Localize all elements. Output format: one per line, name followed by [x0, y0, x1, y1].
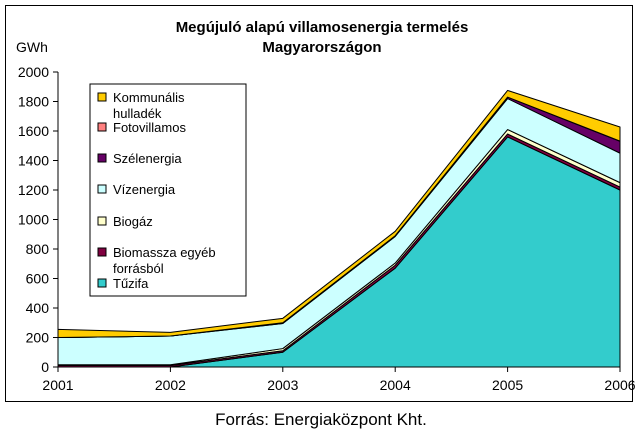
legend-label-biogaz: Biogáz: [113, 214, 153, 229]
chart-title-line2: Magyarországon: [262, 39, 381, 56]
legend-label-tuzifa: Tűzifa: [113, 276, 149, 291]
legend-label-biomassza-egyeb-forrasbol: forrásból: [113, 261, 164, 276]
area-layers: [57, 89, 621, 368]
legend-swatch-biogaz: [97, 216, 107, 226]
source-caption: Forrás: Energiaközpont Kht.: [215, 410, 427, 429]
y-tick-label: 400: [26, 300, 50, 316]
chart-title-line1: Megújuló alapú villamosenergia termelés: [176, 19, 469, 36]
legend-swatch-szelenergia: [97, 153, 107, 163]
legend-swatch-vizenergia: [97, 184, 107, 194]
y-tick-label: 1200: [18, 182, 49, 198]
x-tick-label: 2005: [492, 377, 523, 393]
y-tick-label: 800: [26, 241, 50, 257]
legend-swatch-kommunalis-hulladek: [97, 92, 107, 102]
area-chart: Megújuló alapú villamosenergia termelés …: [16, 19, 636, 393]
axes: 0 200 400 600 800 1000 1200 1400 1600 1800 2000 200…: [18, 64, 636, 393]
y-tick-label: 1800: [18, 94, 49, 110]
area-kommunalis-hulladek: [57, 89, 621, 338]
x-tick-label: 2001: [42, 377, 73, 393]
legend-label-vizenergia: Vízenergia: [113, 182, 176, 197]
y-tick-label: 1400: [18, 153, 49, 169]
legend-box: [89, 83, 247, 297]
legend-swatch-fotovillamos: [97, 122, 107, 132]
legend-label-kommunalis-hulladek: Kommunális: [113, 90, 185, 105]
legend-label-kommunalis-hulladek: hulladék: [113, 106, 162, 121]
legend-label-fotovillamos: Fotovillamos: [113, 120, 186, 135]
y-tick-label: 1600: [18, 123, 49, 139]
y-axis-label: GWh: [16, 39, 48, 55]
legend-swatch-tuzifa: [97, 278, 107, 288]
y-tick-label: 2000: [18, 64, 49, 80]
x-tick-label: 2006: [604, 377, 635, 393]
x-tick-label: 2003: [267, 377, 298, 393]
y-tick-label: 1000: [18, 212, 49, 228]
legend-swatch-biomassza-egyeb-forrasbol: [97, 247, 107, 257]
y-tick-label: 600: [26, 271, 50, 287]
x-tick-label: 2002: [155, 377, 186, 393]
y-tick-label: 200: [26, 330, 50, 346]
x-tick-label: 2004: [380, 377, 411, 393]
y-tick-label: 0: [41, 359, 49, 375]
legend-label-szelenergia: Szélenergia: [113, 151, 182, 166]
legend-label-biomassza-egyeb-forrasbol: Biomassza egyéb: [113, 245, 216, 260]
